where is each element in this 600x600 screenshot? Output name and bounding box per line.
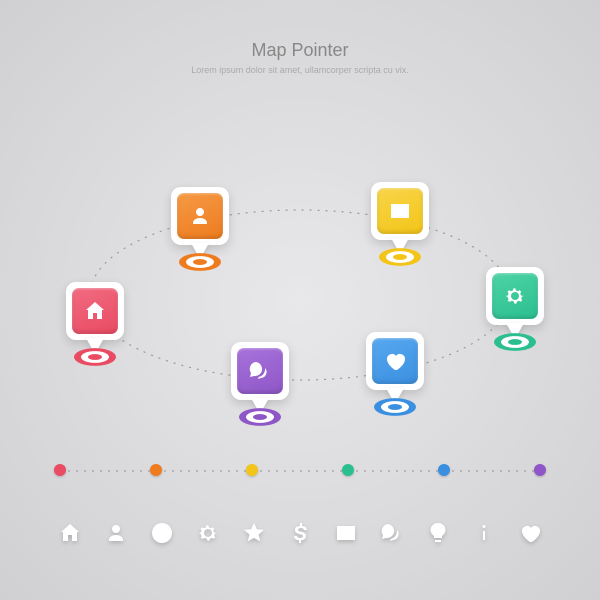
home-icon[interactable]	[58, 521, 82, 550]
dollar-icon[interactable]	[288, 521, 312, 550]
pointer-user[interactable]	[171, 187, 229, 245]
bulb-icon[interactable]	[426, 521, 450, 550]
page-subtitle: Lorem ipsum dolor sit amet, ullamcorper …	[0, 65, 600, 75]
user-icon	[188, 204, 212, 228]
page-title: Map Pointer	[0, 0, 600, 61]
chat-icon[interactable]	[380, 521, 404, 550]
pointer-chat[interactable]	[231, 342, 289, 400]
user-icon[interactable]	[104, 521, 128, 550]
marker-box	[371, 182, 429, 240]
star-icon[interactable]	[242, 521, 266, 550]
mail-icon[interactable]	[334, 521, 358, 550]
marker-box	[366, 332, 424, 390]
timeline-dot[interactable]	[246, 464, 258, 476]
timeline-line	[60, 470, 540, 472]
target-ring	[374, 398, 416, 416]
timeline-dot[interactable]	[438, 464, 450, 476]
target-ring	[239, 408, 281, 426]
target-ring	[74, 348, 116, 366]
marker-box	[486, 267, 544, 325]
timeline-dot[interactable]	[54, 464, 66, 476]
marker-inner	[492, 273, 538, 319]
pointer-home[interactable]	[66, 282, 124, 340]
marker-box	[231, 342, 289, 400]
home-icon	[83, 299, 107, 323]
pointer-heart[interactable]	[366, 332, 424, 390]
marker-inner	[372, 338, 418, 384]
pointer-gear[interactable]	[486, 267, 544, 325]
clock-icon[interactable]	[150, 521, 174, 550]
gear-icon[interactable]	[196, 521, 220, 550]
pointer-mail[interactable]	[371, 182, 429, 240]
target-ring	[494, 333, 536, 351]
marker-inner	[72, 288, 118, 334]
marker-inner	[377, 188, 423, 234]
icon-row	[0, 521, 600, 550]
target-ring	[179, 253, 221, 271]
marker-inner	[237, 348, 283, 394]
mail-icon	[388, 199, 412, 223]
info-icon[interactable]	[472, 521, 496, 550]
pointer-stage	[0, 100, 600, 400]
marker-box	[66, 282, 124, 340]
marker-box	[171, 187, 229, 245]
marker-inner	[177, 193, 223, 239]
timeline	[60, 460, 540, 480]
timeline-dot[interactable]	[150, 464, 162, 476]
timeline-dot[interactable]	[342, 464, 354, 476]
heart-icon	[383, 349, 407, 373]
timeline-dot[interactable]	[534, 464, 546, 476]
chat-icon	[248, 359, 272, 383]
gear-icon	[503, 284, 527, 308]
heart-icon[interactable]	[518, 521, 542, 550]
target-ring	[379, 248, 421, 266]
